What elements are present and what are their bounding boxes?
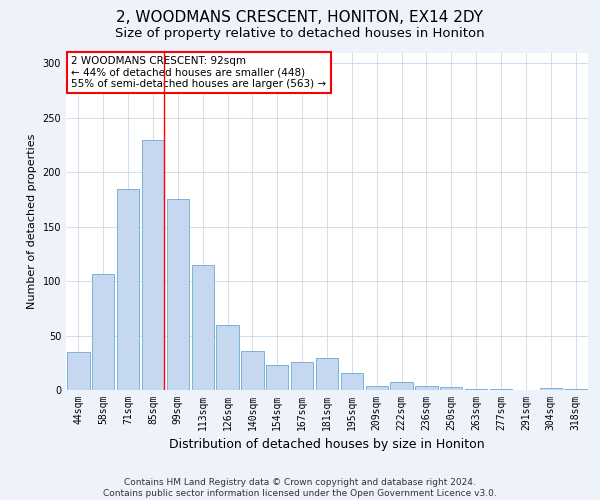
Bar xyxy=(217,324,239,390)
Bar xyxy=(117,188,139,390)
Bar xyxy=(565,389,587,390)
Bar xyxy=(67,352,89,390)
Bar xyxy=(341,372,363,390)
Bar xyxy=(191,265,214,390)
Bar xyxy=(440,386,463,390)
Text: 2 WOODMANS CRESCENT: 92sqm
← 44% of detached houses are smaller (448)
55% of sem: 2 WOODMANS CRESCENT: 92sqm ← 44% of deta… xyxy=(71,56,326,89)
Bar xyxy=(365,386,388,390)
Bar xyxy=(167,200,189,390)
Y-axis label: Number of detached properties: Number of detached properties xyxy=(27,134,37,309)
Bar xyxy=(266,365,289,390)
X-axis label: Distribution of detached houses by size in Honiton: Distribution of detached houses by size … xyxy=(169,438,485,452)
Bar xyxy=(316,358,338,390)
Text: Contains HM Land Registry data © Crown copyright and database right 2024.
Contai: Contains HM Land Registry data © Crown c… xyxy=(103,478,497,498)
Text: Size of property relative to detached houses in Honiton: Size of property relative to detached ho… xyxy=(115,28,485,40)
Bar xyxy=(539,388,562,390)
Bar xyxy=(142,140,164,390)
Bar xyxy=(92,274,115,390)
Bar xyxy=(465,389,487,390)
Bar xyxy=(241,351,263,390)
Bar xyxy=(391,382,413,390)
Bar xyxy=(291,362,313,390)
Bar xyxy=(490,389,512,390)
Text: 2, WOODMANS CRESCENT, HONITON, EX14 2DY: 2, WOODMANS CRESCENT, HONITON, EX14 2DY xyxy=(116,10,484,25)
Bar xyxy=(415,386,437,390)
